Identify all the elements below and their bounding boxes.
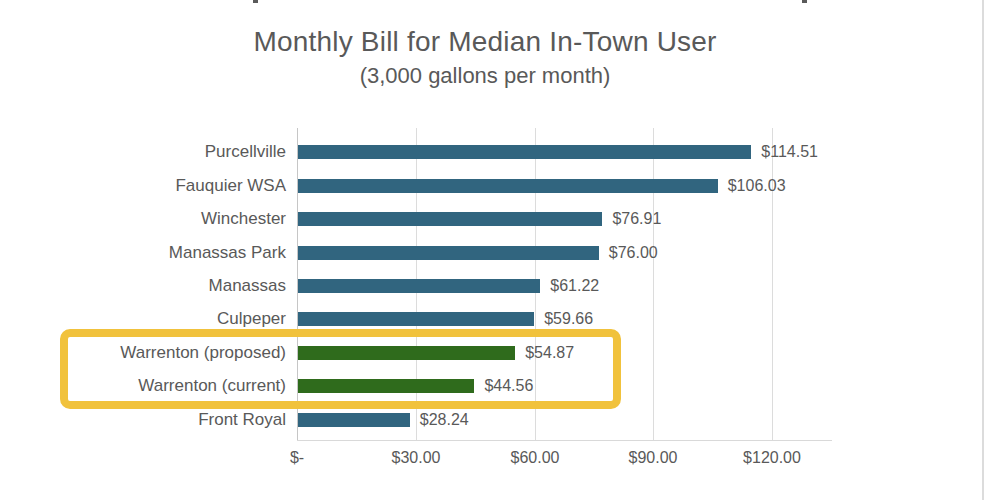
value-label: $114.51 xyxy=(761,141,818,163)
value-label: $106.03 xyxy=(728,175,786,197)
bar xyxy=(298,246,599,260)
category-label: Manassas Park xyxy=(0,242,286,264)
chart-subtitle: (3,000 gallons per month) xyxy=(0,63,970,89)
value-label: $28.24 xyxy=(420,409,469,431)
x-tick-label: $90.00 xyxy=(605,449,701,467)
x-tick-label: $120.00 xyxy=(724,449,820,467)
bar xyxy=(298,179,718,193)
category-label: Culpeper xyxy=(0,308,286,330)
category-label: Manassas xyxy=(0,275,286,297)
x-tick-label: $60.00 xyxy=(487,449,583,467)
value-label: $76.00 xyxy=(609,242,658,264)
category-label: Purcellville xyxy=(0,141,286,163)
value-label: $76.91 xyxy=(612,208,661,230)
value-label: $61.22 xyxy=(550,275,599,297)
chart-title: Monthly Bill for Median In-Town User xyxy=(0,26,970,58)
x-tick-label: $30.00 xyxy=(368,449,464,467)
chart-canvas: Monthly Bill for Median In-Town User (3,… xyxy=(0,0,984,500)
bar xyxy=(298,145,751,159)
x-tick-label: $- xyxy=(249,449,345,467)
x-axis-line xyxy=(297,440,832,441)
crop-artifact xyxy=(802,0,807,3)
gridline xyxy=(653,128,654,440)
category-label: Front Royal xyxy=(0,409,286,431)
highlight-box xyxy=(60,329,621,409)
crop-artifact xyxy=(253,0,258,3)
category-label: Fauquier WSA xyxy=(0,175,286,197)
bar xyxy=(298,312,534,326)
category-label: Winchester xyxy=(0,208,286,230)
value-label: $59.66 xyxy=(544,308,593,330)
bar xyxy=(298,413,410,427)
bar xyxy=(298,212,602,226)
bar xyxy=(298,279,540,293)
